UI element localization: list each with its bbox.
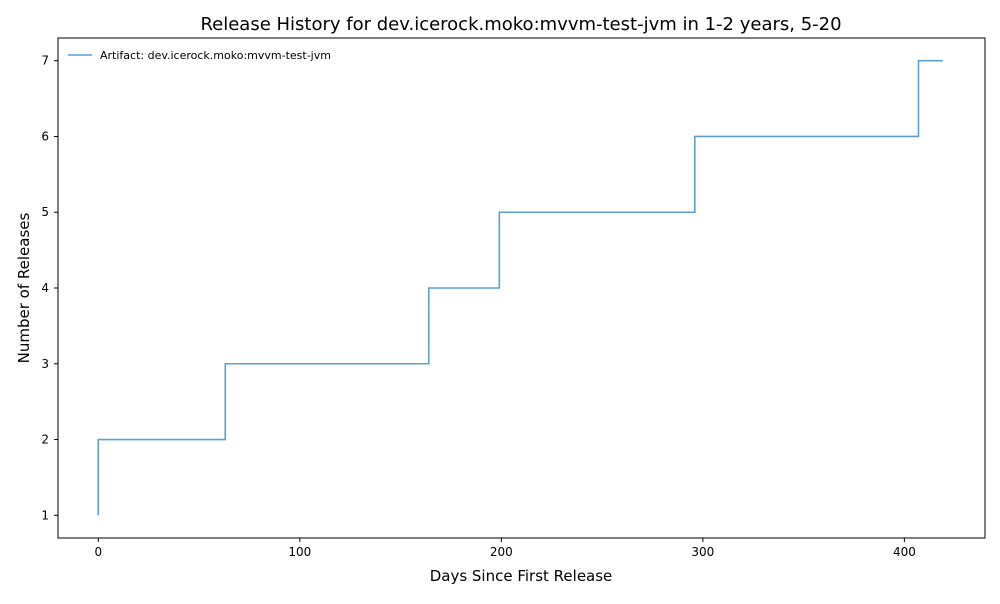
y-tick-label: 2 (41, 433, 49, 447)
y-axis: 1 2 3 4 5 6 7 (41, 54, 58, 522)
y-tick-label: 1 (41, 508, 49, 522)
x-tick-label: 0 (94, 545, 102, 559)
x-axis-label: Days Since First Release (430, 567, 613, 585)
plot-area (57, 37, 986, 539)
chart-title: Release History for dev.icerock.moko:mvv… (200, 14, 841, 35)
y-tick-label: 5 (41, 205, 49, 219)
series-line (97, 59, 943, 516)
y-tick-label: 3 (41, 357, 49, 371)
x-tick-label: 200 (490, 545, 513, 559)
legend-label: Artifact: dev.icerock.moko:mvvm-test-jvm (100, 49, 331, 62)
legend: Artifact: dev.icerock.moko:mvvm-test-jvm (68, 49, 331, 62)
x-tick-label: 300 (691, 545, 714, 559)
y-tick-label: 6 (41, 129, 49, 143)
x-tick-label: 100 (288, 545, 311, 559)
y-tick-label: 4 (41, 281, 49, 295)
x-axis: 0 100 200 300 400 (94, 538, 916, 559)
x-tick-label: 400 (893, 545, 916, 559)
y-tick-label: 7 (41, 54, 49, 68)
y-axis-label: Number of Releases (15, 212, 33, 363)
